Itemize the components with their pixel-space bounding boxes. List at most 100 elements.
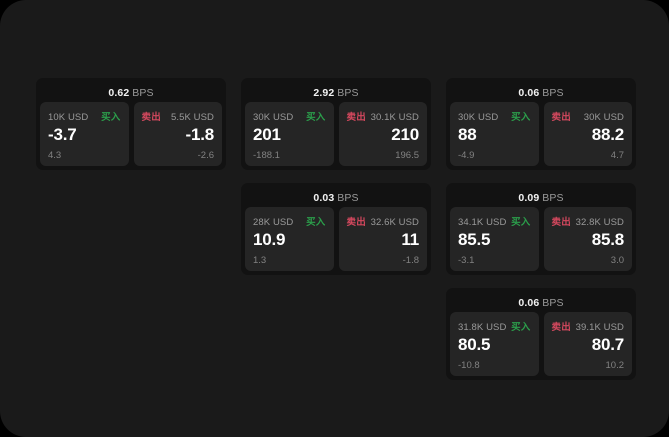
quote-card[interactable]: 0.03 BPS 28K USD 买入 10.9 1.3 卖出 — [241, 183, 431, 275]
sell-side-header: 卖出 30.1K USD — [346, 109, 420, 123]
buy-delta: -10.8 — [458, 360, 480, 371]
buy-action-label: 买入 — [306, 217, 326, 228]
buy-action-label: 买入 — [306, 112, 326, 123]
buy-side-header: 31.8K USD 买入 — [458, 319, 531, 333]
sell-side-header: 卖出 39.1K USD — [551, 319, 625, 333]
card-sides: 34.1K USD 买入 85.5 -3.1 卖出 32.8K USD 85.8… — [450, 207, 632, 271]
sell-size-label: 32.6K USD — [370, 217, 419, 228]
sell-size-label: 30K USD — [583, 112, 624, 123]
sell-action-label: 卖出 — [551, 112, 571, 123]
buy-action-label: 买入 — [511, 112, 531, 123]
spread-value: 0.03 — [313, 192, 335, 204]
quote-card[interactable]: 0.06 BPS 31.8K USD 买入 80.5 -10.8 卖出 — [446, 288, 636, 380]
buy-price: 201 — [253, 125, 281, 144]
card-header: 0.06 BPS — [450, 82, 632, 102]
buy-side-header: 34.1K USD 买入 — [458, 214, 531, 228]
sell-side-panel[interactable]: 卖出 30K USD 88.2 4.7 — [543, 102, 632, 166]
card-header: 0.03 BPS — [245, 187, 427, 207]
buy-delta: -188.1 — [253, 150, 280, 161]
card-sides: 31.8K USD 买入 80.5 -10.8 卖出 39.1K USD 80.… — [450, 312, 632, 376]
buy-side-panel[interactable]: 31.8K USD 买入 80.5 -10.8 — [450, 312, 539, 376]
sell-side-panel[interactable]: 卖出 32.6K USD 11 -1.8 — [338, 207, 427, 271]
spread-unit: BPS — [132, 87, 154, 99]
buy-size-label: 34.1K USD — [458, 217, 507, 228]
sell-side-panel[interactable]: 卖出 30.1K USD 210 196.5 — [338, 102, 427, 166]
sell-side-header: 卖出 5.5K USD — [141, 109, 215, 123]
sell-price: 80.7 — [591, 335, 624, 354]
spread-value: 2.92 — [313, 87, 335, 99]
sell-size-label: 32.8K USD — [575, 217, 624, 228]
buy-delta: 1.3 — [253, 255, 267, 266]
spread-value: 0.06 — [518, 297, 540, 309]
sell-side-header: 卖出 30K USD — [551, 109, 625, 123]
sell-side-header: 卖出 32.8K USD — [552, 214, 625, 228]
spread-unit: BPS — [337, 87, 359, 99]
buy-delta: 4.3 — [48, 150, 62, 161]
card-header: 2.92 BPS — [245, 82, 427, 102]
sell-size-label: 39.1K USD — [575, 322, 624, 333]
sell-side-panel[interactable]: 卖出 32.8K USD 85.8 3.0 — [543, 207, 632, 271]
sell-price: -1.8 — [185, 125, 215, 144]
buy-side-header: 30K USD 买入 — [253, 109, 326, 123]
sell-size-label: 30.1K USD — [370, 112, 419, 123]
buy-side-panel[interactable]: 30K USD 买入 201 -188.1 — [245, 102, 334, 166]
buy-side-panel[interactable]: 10K USD 买入 -3.7 4.3 — [40, 102, 129, 166]
spread-unit: BPS — [542, 297, 564, 309]
buy-action-label: 买入 — [101, 112, 121, 123]
card-header: 0.09 BPS — [450, 187, 632, 207]
sell-side-panel[interactable]: 卖出 39.1K USD 80.7 10.2 — [543, 312, 632, 376]
card-header: 0.06 BPS — [450, 292, 632, 312]
sell-action-label: 卖出 — [346, 112, 366, 123]
buy-price: 85.5 — [458, 230, 491, 249]
spread-value: 0.06 — [518, 87, 540, 99]
buy-side-header: 10K USD 买入 — [48, 109, 121, 123]
sell-price: 85.8 — [591, 230, 624, 249]
buy-side-panel[interactable]: 34.1K USD 买入 85.5 -3.1 — [450, 207, 539, 271]
sell-size-label: 5.5K USD — [170, 112, 214, 123]
sell-side-header: 卖出 32.6K USD — [346, 214, 420, 228]
buy-size-label: 30K USD — [458, 112, 499, 123]
buy-size-label: 30K USD — [253, 112, 294, 123]
spread-value: 0.62 — [108, 87, 130, 99]
sell-action-label: 卖出 — [551, 322, 571, 333]
sell-delta: -1.8 — [402, 255, 419, 266]
sell-side-panel[interactable]: 卖出 5.5K USD -1.8 -2.6 — [133, 102, 222, 166]
sell-delta: 3.0 — [610, 255, 624, 266]
buy-side-panel[interactable]: 30K USD 买入 88 -4.9 — [450, 102, 539, 166]
quote-card[interactable]: 0.62 BPS 10K USD 买入 -3.7 4.3 卖出 — [36, 78, 226, 170]
card-sides: 30K USD 买入 201 -188.1 卖出 30.1K USD 210 1… — [245, 102, 427, 166]
sell-delta: 10.2 — [605, 360, 625, 371]
card-sides: 28K USD 买入 10.9 1.3 卖出 32.6K USD 11 -1.8 — [245, 207, 427, 271]
quote-card-grid: 0.62 BPS 10K USD 买入 -3.7 4.3 卖出 — [36, 78, 636, 388]
spread-unit: BPS — [337, 192, 359, 204]
buy-side-header: 30K USD 买入 — [458, 109, 531, 123]
buy-size-label: 31.8K USD — [458, 322, 507, 333]
sell-delta: -2.6 — [197, 150, 214, 161]
buy-delta: -4.9 — [458, 150, 475, 161]
quote-card[interactable]: 2.92 BPS 30K USD 买入 201 -188.1 卖出 — [241, 78, 431, 170]
quote-card[interactable]: 0.09 BPS 34.1K USD 买入 85.5 -3.1 卖出 — [446, 183, 636, 275]
sell-delta: 4.7 — [610, 150, 624, 161]
sell-action-label: 卖出 — [346, 217, 366, 228]
sell-action-label: 卖出 — [141, 112, 161, 123]
card-sides: 10K USD 买入 -3.7 4.3 卖出 5.5K USD -1.8 -2.… — [40, 102, 222, 166]
buy-side-panel[interactable]: 28K USD 买入 10.9 1.3 — [245, 207, 334, 271]
sell-delta: 196.5 — [395, 150, 419, 161]
spread-value: 0.09 — [518, 192, 540, 204]
spread-unit: BPS — [542, 192, 564, 204]
sell-price: 88.2 — [591, 125, 624, 144]
buy-side-header: 28K USD 买入 — [253, 214, 326, 228]
buy-price: 88 — [458, 125, 477, 144]
buy-price: 80.5 — [458, 335, 491, 354]
card-sides: 30K USD 买入 88 -4.9 卖出 30K USD 88.2 4.7 — [450, 102, 632, 166]
sell-price: 11 — [401, 230, 419, 249]
quote-card[interactable]: 0.06 BPS 30K USD 买入 88 -4.9 卖出 — [446, 78, 636, 170]
card-header: 0.62 BPS — [40, 82, 222, 102]
buy-action-label: 买入 — [511, 217, 531, 228]
sell-price: 210 — [391, 125, 419, 144]
buy-size-label: 28K USD — [253, 217, 294, 228]
buy-price: 10.9 — [253, 230, 286, 249]
buy-action-label: 买入 — [511, 322, 531, 333]
buy-delta: -3.1 — [458, 255, 475, 266]
